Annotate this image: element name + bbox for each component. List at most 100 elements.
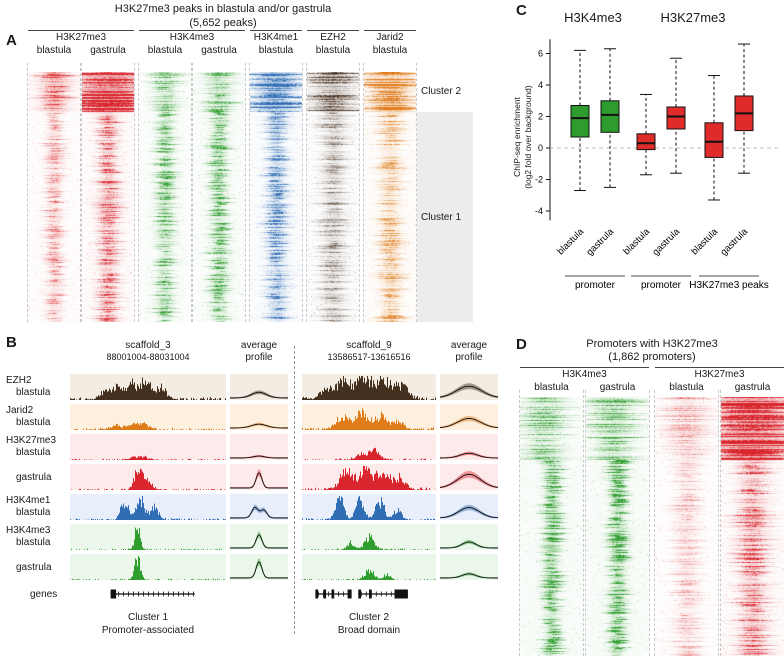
confidence-band xyxy=(230,531,288,548)
signal-peaks xyxy=(302,533,434,550)
group-label: promoter xyxy=(575,280,616,291)
column-boundary-lines xyxy=(519,390,584,656)
region2-name: scaffold_9 xyxy=(346,340,392,351)
panel-c-label: C xyxy=(516,2,527,19)
track-stage-label: blastula xyxy=(16,537,51,548)
caption-cluster1-line1: Cluster 1 xyxy=(127,612,168,623)
heatmap-column-jarid2-blastula xyxy=(364,72,416,322)
mean-profile-line xyxy=(440,452,498,459)
heatmap-column-h3k4me3-blastula xyxy=(520,397,583,656)
region1-name: scaffold_3 xyxy=(125,340,171,351)
mean-profile-line xyxy=(230,561,288,579)
column-boundary-lines xyxy=(363,63,417,322)
heatmap-column-h3k27me3-blastula xyxy=(655,397,718,656)
exon-box xyxy=(347,589,352,599)
confidence-band xyxy=(230,422,288,428)
average-profile-region1 xyxy=(230,434,288,460)
column-stage-label: blastula xyxy=(315,45,351,56)
track-region2 xyxy=(302,524,436,550)
mean-profile-line xyxy=(230,423,288,429)
track-region2 xyxy=(302,464,436,490)
caption-cluster1-line2: Promoter-associated xyxy=(101,625,195,636)
exon-box xyxy=(323,589,327,599)
x-category-label: gastrula xyxy=(584,226,616,258)
track-region2 xyxy=(302,554,436,580)
confidence-band xyxy=(440,540,498,548)
average-profile-region2 xyxy=(440,374,498,400)
track-factor-label: Jarid2 xyxy=(6,405,34,416)
confidence-band xyxy=(230,390,288,398)
mean-profile-line xyxy=(230,455,288,459)
track-region1 xyxy=(70,434,226,460)
signal-peaks xyxy=(70,377,226,400)
x-category-label: blastula xyxy=(621,226,652,257)
average-profile-region1 xyxy=(230,494,288,520)
mean-profile-line xyxy=(230,391,288,399)
column-stage-label: blastula xyxy=(258,45,294,56)
column-stage-label: blastula xyxy=(534,382,569,393)
heatmap-column-h3k4me1-blastula xyxy=(250,72,302,322)
panel-d-label: D xyxy=(516,336,527,353)
track-region1 xyxy=(70,464,226,490)
avg-profile-header2-line2: profile xyxy=(455,352,483,363)
heatmap-column-h3k4me3-gastrula xyxy=(586,397,649,656)
column-stage-label: blastula xyxy=(36,45,72,56)
avg-profile-header1-line1: average xyxy=(240,340,278,351)
exon-box xyxy=(315,589,319,599)
column-group-label: H3K4me1 xyxy=(253,32,299,43)
confidence-band xyxy=(230,469,288,488)
mean-profile-line xyxy=(440,418,498,429)
track-stage-label: blastula xyxy=(16,387,51,398)
caption-cluster2-line2: Broad domain xyxy=(337,625,401,636)
track-region1 xyxy=(70,404,226,430)
exon-box xyxy=(394,589,408,599)
x-category-label: blastula xyxy=(689,226,720,257)
avg-profile-header1-line2: profile xyxy=(245,352,273,363)
column-boundary-lines xyxy=(585,390,650,656)
region-divider-line xyxy=(294,346,295,634)
panel-d-subtitle: (1,862 promoters) xyxy=(608,351,696,363)
panel-a-subtitle: (5,652 peaks) xyxy=(189,17,257,29)
track-factor-label: H3K4me3 xyxy=(6,525,51,536)
track-region2 xyxy=(302,434,436,460)
column-group-label: H3K27me3 xyxy=(55,32,107,43)
column-group-line xyxy=(307,30,359,31)
column-boundary-lines xyxy=(27,63,81,322)
exon-box xyxy=(358,589,361,599)
confidence-band xyxy=(440,572,498,578)
column-stage-label: gastrula xyxy=(90,45,126,56)
track-stage-label: blastula xyxy=(16,417,51,428)
confidence-band xyxy=(440,415,498,428)
track-stage-label: blastula xyxy=(16,447,51,458)
boxplot-title-h3k4me3: H3K4me3 xyxy=(564,10,622,25)
signal-peaks xyxy=(302,376,436,400)
average-profile-region2 xyxy=(440,464,498,490)
exon-box xyxy=(110,589,117,599)
column-stage-label: blastula xyxy=(147,45,183,56)
confidence-band xyxy=(230,504,288,518)
exon-box xyxy=(369,589,372,599)
column-group-label: Jarid2 xyxy=(376,32,404,43)
x-category-label: gastrula xyxy=(718,226,750,258)
column-boundary-lines xyxy=(138,63,192,322)
x-category-label: blastula xyxy=(555,226,586,257)
track-factor-label: H3K4me1 xyxy=(6,495,51,506)
track-factor-label: EZH2 xyxy=(6,375,32,386)
column-group-label: H3K4me3 xyxy=(169,32,215,43)
cluster1-block xyxy=(417,112,473,322)
column-boundary-lines xyxy=(720,390,784,656)
panel-b-label: B xyxy=(6,334,17,351)
track-region1 xyxy=(70,374,226,400)
group-label: H3K27me3 peaks xyxy=(689,280,769,291)
signal-peaks xyxy=(71,468,225,490)
confidence-band xyxy=(440,383,498,398)
gene-models-region2 xyxy=(302,584,436,604)
column-stage-label: gastrula xyxy=(599,382,636,393)
mean-profile-line xyxy=(230,506,288,519)
mean-profile-line xyxy=(230,534,288,549)
box xyxy=(570,105,590,138)
column-boundary-lines xyxy=(306,63,360,322)
boxplot-title-h3k27me3: H3K27me3 xyxy=(660,10,726,25)
average-profile-region1 xyxy=(230,404,288,430)
column-boundary-lines xyxy=(81,63,135,322)
